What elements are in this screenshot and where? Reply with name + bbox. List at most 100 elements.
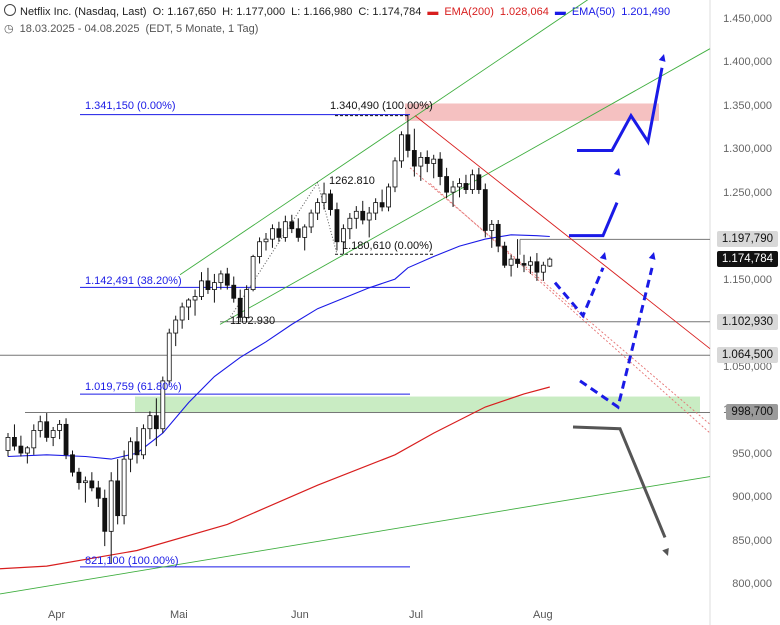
- candle-body: [257, 241, 262, 257]
- candle-body: [173, 319, 179, 334]
- candle-body: [489, 223, 495, 231]
- y-tick-label: 1.050,000: [723, 360, 772, 373]
- candle-body: [89, 480, 95, 489]
- ema50-swatch: ▬: [554, 6, 566, 18]
- projection-up-path-1: [577, 67, 664, 152]
- candle-body: [199, 280, 204, 297]
- peak-label: 1.340,490 (100.00%): [330, 100, 433, 112]
- candle-body: [153, 415, 159, 430]
- candle-body: [115, 480, 121, 517]
- header-line-2: ◷ 18.03.2025 - 04.08.2025 (EDT, 5 Monate, …: [4, 22, 264, 35]
- candle-body: [366, 212, 372, 221]
- price-tag: 1.102,930: [716, 313, 778, 330]
- y-tick-label: 1.450,000: [723, 13, 772, 25]
- projection-up-path-2: [569, 202, 619, 238]
- candle-body: [334, 209, 340, 243]
- high-mid-label: 1262.810: [329, 175, 375, 187]
- candle-body: [463, 183, 469, 190]
- candle-body: [547, 258, 553, 267]
- candle-body: [12, 437, 17, 447]
- candle-body: [57, 423, 62, 431]
- candle-body: [340, 228, 346, 243]
- candle-body: [70, 454, 75, 473]
- x-tick-label: Jun: [291, 609, 309, 621]
- candle-body: [237, 297, 243, 318]
- candle-body: [134, 441, 140, 456]
- x-tick-label: Jul: [409, 609, 424, 621]
- candle-body: [44, 421, 50, 438]
- resistance-zone: [405, 103, 659, 121]
- candle-body: [95, 487, 101, 499]
- fib-top-label: 1.341,150 (0.00%): [85, 100, 176, 112]
- close-value: C: 1.174,784: [358, 6, 422, 18]
- projection-dash-arrow-1: [599, 252, 607, 260]
- fib-low-label: 821,100 (100.00%): [85, 555, 179, 567]
- candle-body: [502, 245, 508, 266]
- y-tick-label: 850,000: [732, 534, 772, 547]
- candle-body: [411, 150, 417, 167]
- ema200-line: [0, 386, 550, 570]
- x-tick-label: Aug: [533, 609, 553, 621]
- candle-body: [63, 423, 69, 456]
- candle-body: [24, 447, 30, 454]
- candle-body: [205, 280, 211, 290]
- price-tag: 1.197,790: [716, 231, 778, 248]
- candle-body: [373, 202, 379, 214]
- ema50-value: 1.201,490: [621, 6, 671, 18]
- ema200-swatch: ▬: [427, 6, 439, 18]
- candle-body: [276, 228, 282, 238]
- fib-mid-label: 1.180,610 (0.00%): [342, 240, 433, 252]
- candle-body: [37, 421, 43, 431]
- candle-body: [540, 264, 546, 273]
- candle-body: [282, 221, 288, 238]
- y-tick-label: 1.300,000: [723, 143, 772, 156]
- candle-body: [147, 415, 153, 430]
- settings-icon[interactable]: [4, 4, 16, 16]
- channel-upper: [179, 0, 589, 276]
- candle-body: [515, 258, 520, 264]
- y-tick-label: 1.350,000: [723, 99, 772, 112]
- fib-382-label: 1.142,491 (38.20%): [85, 275, 182, 287]
- candle-body: [347, 217, 353, 230]
- candle-body: [166, 332, 172, 382]
- clock-icon: ◷: [4, 23, 14, 35]
- candle-body: [418, 156, 424, 167]
- candle-body: [469, 174, 475, 190]
- candle-body: [250, 256, 256, 290]
- candle-body: [308, 212, 314, 228]
- chart-meta: (EDT, 5 Monate, 1 Tag): [145, 23, 259, 35]
- header-line-1: Netflix Inc. (Nasdaq, Last) O: 1.167,650 H…: [4, 4, 676, 18]
- candle-body: [379, 202, 385, 208]
- candle-body: [328, 193, 333, 210]
- candle-body: [108, 480, 114, 532]
- candle-body: [121, 458, 127, 517]
- fib-618-label: 1.019,759 (61.80%): [85, 381, 182, 393]
- candle-body: [50, 430, 56, 438]
- candle-body: [528, 261, 533, 266]
- candle-body: [18, 445, 24, 454]
- candle-body: [302, 226, 308, 238]
- candle-body: [476, 174, 482, 190]
- candle-body: [521, 263, 527, 266]
- candle-body: [83, 480, 88, 484]
- low-value: L: 1.166,980: [291, 6, 353, 18]
- chart-title: Netflix Inc. (Nasdaq, Last): [20, 6, 147, 18]
- long-trendline: [0, 476, 711, 595]
- candle-body: [211, 282, 217, 290]
- date-range: 18.03.2025 - 04.08.2025: [19, 23, 140, 35]
- x-tick-label: Apr: [48, 609, 66, 621]
- projection-down-path: [572, 425, 667, 538]
- candle-body: [457, 183, 462, 188]
- support-zone: [135, 396, 700, 414]
- candle-body: [231, 284, 237, 299]
- candle-body: [218, 273, 224, 284]
- y-tick-label: 1.250,000: [723, 186, 772, 199]
- candle-body: [386, 186, 391, 208]
- candle-body: [353, 210, 359, 219]
- y-tick-label: 800,000: [732, 578, 772, 591]
- ema200-value: 1.028,064: [499, 6, 549, 18]
- y-tick-label: 900,000: [732, 491, 772, 504]
- ema50-label: EMA(50): [571, 6, 616, 18]
- candle-body: [192, 296, 198, 301]
